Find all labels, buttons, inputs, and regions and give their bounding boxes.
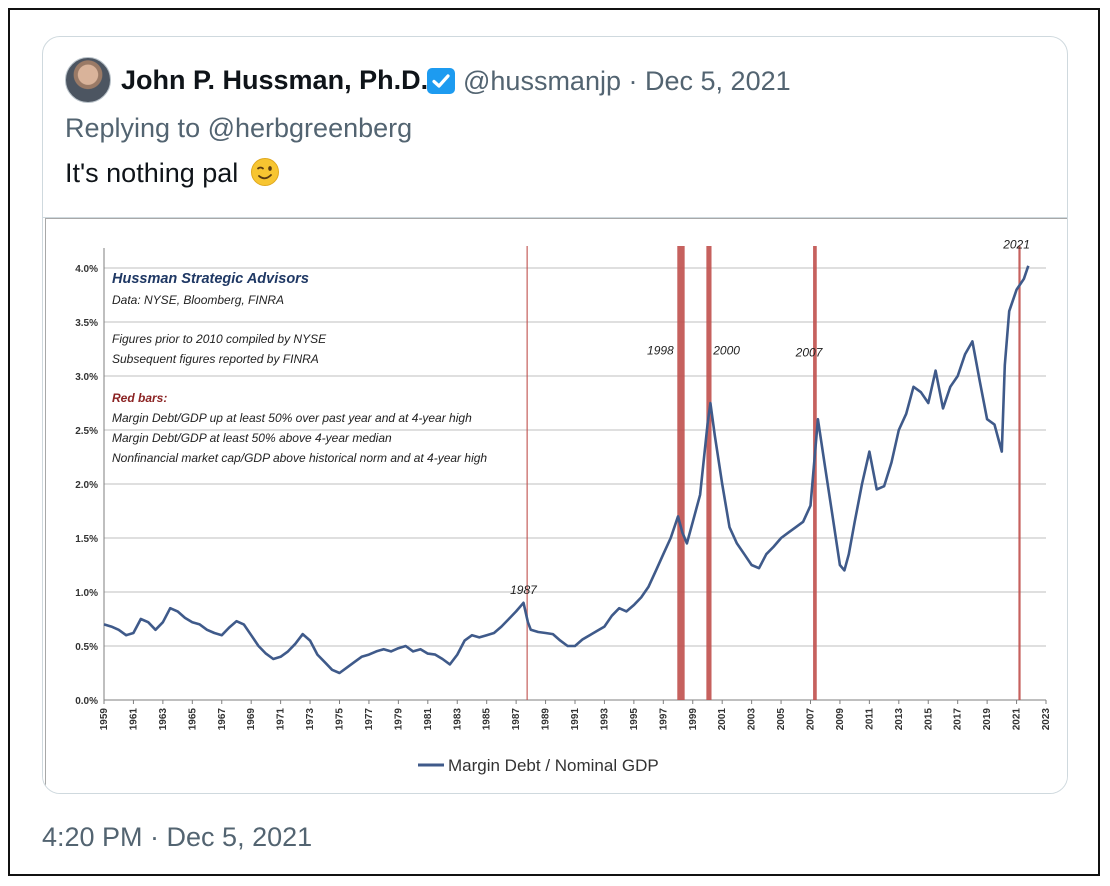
- x-tick-label: 2017: [953, 708, 964, 731]
- red-bar: [813, 246, 817, 700]
- series-line: [103, 265, 1030, 675]
- tweet-timestamp[interactable]: 4:20 PM · Dec 5, 2021: [42, 822, 313, 852]
- red-bars-criterion: Margin Debt/GDP at least 50% above 4-yea…: [112, 431, 392, 445]
- x-tick-label: 2007: [806, 708, 817, 731]
- y-tick-label: 3.5%: [75, 318, 98, 329]
- display-name[interactable]: John P. Hussman, Ph.D.: [121, 65, 429, 95]
- x-tick-label: 2015: [923, 708, 934, 731]
- x-tick-label: 2005: [776, 708, 787, 731]
- margin-debt-chart: 0.0% 0.5% 1.0% 1.5% 2.0% 2.5% 3.0% 3.5% 4.0% 1959…: [75, 238, 1052, 775]
- handle[interactable]: @hussmanjp: [463, 66, 621, 96]
- chart-note: Subsequent figures reported by FINRA: [112, 352, 319, 366]
- y-tick-label: 0.5%: [75, 642, 98, 653]
- tweet-card[interactable]: John P. Hussman, Ph.D. @hussmanjp · Dec …: [42, 36, 1068, 794]
- x-tick-label: 1989: [541, 708, 552, 731]
- x-tick-label: 2001: [717, 708, 728, 731]
- chart-note: Figures prior to 2010 compiled by NYSE: [112, 332, 327, 346]
- x-tick-label: 1981: [423, 708, 434, 731]
- x-tick-label: 1985: [482, 708, 493, 731]
- y-tick-label: 4.0%: [75, 264, 98, 275]
- mention-link[interactable]: @herbgreenberg: [207, 113, 413, 143]
- annotation-label: 2021: [1002, 238, 1030, 252]
- x-tick-label: 1983: [452, 708, 463, 731]
- x-tick-label: 1963: [158, 708, 169, 731]
- replying-to: Replying to @herbgreenberg: [65, 113, 412, 144]
- tweet-body: It's nothing pal: [65, 158, 239, 188]
- chart-title: Hussman Strategic Advisors: [112, 271, 309, 287]
- y-tick-label: 1.0%: [75, 588, 98, 599]
- x-tick-label: 2021: [1012, 708, 1023, 731]
- x-tick-label: 1995: [629, 708, 640, 731]
- annotation-label: 2007: [795, 346, 824, 360]
- y-tick-label: 2.5%: [75, 426, 98, 437]
- x-tick-label: 1975: [335, 708, 346, 731]
- red-bar: [1018, 246, 1021, 700]
- chart-area: 0.0% 0.5% 1.0% 1.5% 2.0% 2.5% 3.0% 3.5% 4.0% 1959…: [45, 218, 1067, 793]
- red-bars-criterion: Margin Debt/GDP up at least 50% over pas…: [112, 411, 472, 425]
- x-tick-label: 1959: [99, 708, 110, 731]
- x-tick-label: 2019: [982, 708, 993, 731]
- avatar[interactable]: [65, 57, 111, 103]
- x-tick-label: 2003: [747, 708, 758, 731]
- tweet-text: It's nothing pal: [65, 157, 280, 189]
- annotation-label: 1987: [510, 583, 538, 597]
- x-tick-label: 2009: [835, 708, 846, 731]
- screenshot-frame: John P. Hussman, Ph.D. @hussmanjp · Dec …: [8, 8, 1100, 876]
- x-tick-label: 1965: [187, 708, 198, 731]
- x-tick-label: 1991: [570, 708, 581, 731]
- x-tick-label: 2023: [1041, 708, 1052, 731]
- x-tick-label: 2011: [864, 708, 875, 730]
- annotation-label: 2000: [712, 343, 740, 357]
- verified-icon: [427, 68, 455, 94]
- chart-image[interactable]: 0.0% 0.5% 1.0% 1.5% 2.0% 2.5% 3.0% 3.5% 4.0% 1959…: [43, 217, 1067, 793]
- red-bars-heading: Red bars:: [112, 391, 167, 405]
- tweet-date[interactable]: Dec 5, 2021: [645, 66, 791, 96]
- x-tick-label: 1973: [305, 708, 316, 731]
- handle-and-date: @hussmanjp · Dec 5, 2021: [463, 66, 791, 97]
- x-tick-label: 1969: [246, 708, 257, 731]
- x-tick-label: 2013: [894, 708, 905, 731]
- y-tick-label: 3.0%: [75, 372, 98, 383]
- red-bar: [526, 246, 528, 700]
- y-tick-label: 0.0%: [75, 696, 98, 707]
- x-tick-label: 1961: [128, 708, 139, 731]
- y-tick-label: 2.0%: [75, 480, 98, 491]
- x-tick-label: 1971: [276, 708, 287, 731]
- winking-face-icon: [250, 158, 279, 186]
- x-tick-label: 1987: [511, 708, 522, 731]
- x-tick-label: 1993: [599, 708, 610, 731]
- red-bar: [677, 246, 685, 700]
- x-tick-label: 1967: [217, 708, 228, 731]
- x-tick-label: 1977: [364, 708, 375, 731]
- y-tick-label: 1.5%: [75, 534, 98, 545]
- replying-prefix: Replying to: [65, 113, 208, 143]
- x-tick-label: 1999: [688, 708, 699, 731]
- chart-note: Data: NYSE, Bloomberg, FINRA: [112, 293, 284, 307]
- red-bar: [706, 246, 712, 700]
- x-tick-label: 1997: [658, 708, 669, 731]
- separator: ·: [628, 66, 638, 96]
- x-tick-label: 1979: [393, 708, 404, 731]
- red-bars-criterion: Nonfinancial market cap/GDP above histor…: [112, 451, 487, 465]
- annotation-label: 1998: [647, 343, 674, 357]
- legend-label: Margin Debt / Nominal GDP: [448, 756, 659, 775]
